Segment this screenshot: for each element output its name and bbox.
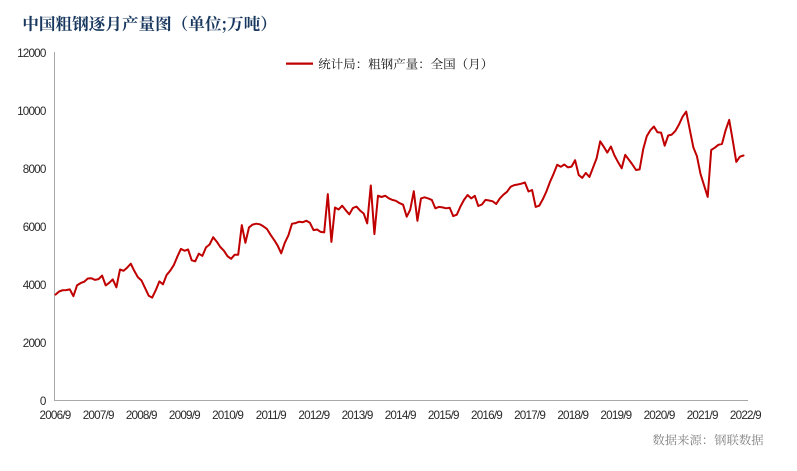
- svg-text:0: 0: [40, 395, 47, 408]
- svg-text:2007/9: 2007/9: [83, 409, 114, 422]
- svg-text:2006/9: 2006/9: [40, 409, 71, 422]
- svg-text:2020/9: 2020/9: [644, 409, 675, 422]
- svg-text:2009/9: 2009/9: [169, 409, 200, 422]
- svg-text:12000: 12000: [17, 47, 47, 60]
- svg-text:2015/9: 2015/9: [428, 409, 459, 422]
- svg-text:2019/9: 2019/9: [600, 409, 631, 422]
- svg-text:4000: 4000: [23, 279, 47, 292]
- svg-text:2017/9: 2017/9: [514, 409, 545, 422]
- svg-text:2010/9: 2010/9: [212, 409, 243, 422]
- svg-text:2013/9: 2013/9: [342, 409, 373, 422]
- svg-text:2011/9: 2011/9: [256, 409, 286, 422]
- svg-text:8000: 8000: [23, 163, 47, 176]
- svg-text:2021/9: 2021/9: [687, 409, 718, 422]
- svg-text:2014/9: 2014/9: [385, 409, 416, 422]
- svg-text:2016/9: 2016/9: [471, 409, 502, 422]
- svg-text:2012/9: 2012/9: [298, 409, 329, 422]
- svg-text:6000: 6000: [23, 221, 47, 234]
- svg-text:2018/9: 2018/9: [557, 409, 588, 422]
- svg-text:2022/9: 2022/9: [730, 409, 761, 422]
- svg-text:2000: 2000: [23, 337, 47, 350]
- svg-text:2008/9: 2008/9: [126, 409, 157, 422]
- svg-text:10000: 10000: [17, 105, 47, 118]
